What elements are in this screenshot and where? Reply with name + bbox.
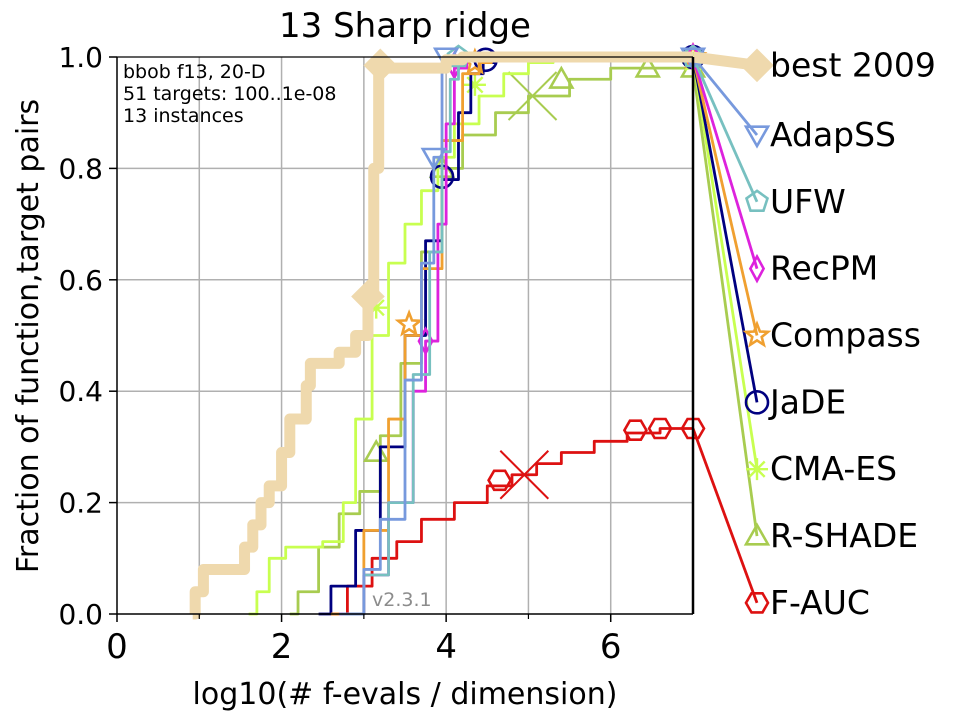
axis-ticks: 0 2 4 6 0.0 0.2 0.4 0.6 0.8 1.0 <box>58 41 621 667</box>
data-marker <box>363 48 398 83</box>
y-tick-label: 0.0 <box>58 598 103 631</box>
legend-connector <box>691 56 759 336</box>
legend-label: JaDE <box>768 382 846 421</box>
data-marker <box>362 438 390 463</box>
median-cross-marker <box>507 71 558 121</box>
legend-connector <box>691 67 759 537</box>
data-marker <box>394 309 424 337</box>
x-tick-label: 2 <box>271 627 293 667</box>
legend-connector <box>691 56 759 270</box>
legend-marker <box>740 48 774 83</box>
series-recpm <box>339 42 759 616</box>
y-tick-label: 0.4 <box>58 375 103 408</box>
x-tick-label: 4 <box>435 627 457 667</box>
legend-marker <box>743 125 771 149</box>
series-f-auc <box>330 417 759 616</box>
legend-label: Compass <box>770 316 921 355</box>
legend-label: RecPM <box>770 249 878 288</box>
legend-marker <box>746 458 768 481</box>
legend-marker <box>744 390 770 415</box>
legend-label: UFW <box>770 182 846 221</box>
data-marker <box>365 296 388 319</box>
median-cross-marker <box>499 450 550 500</box>
annotation-targets: 51 targets: 100..1e-08 <box>123 83 336 105</box>
series-line <box>339 55 693 616</box>
legend-marker <box>744 189 770 212</box>
data-marker <box>622 419 648 442</box>
data-marker <box>463 73 486 96</box>
version-label: v2.3.1 <box>372 589 432 611</box>
legend-label: AdapSS <box>770 115 896 154</box>
annotation-function: bbob f13, 20-D <box>123 61 265 83</box>
data-marker <box>487 469 513 492</box>
legend-label: R-SHADE <box>770 516 918 555</box>
annotation-instances: 13 instances <box>123 105 244 127</box>
legend-label: F-AUC <box>770 583 870 622</box>
y-axis-label: Fraction of function,target pairs <box>11 99 46 573</box>
legend: F-AUC R-SHADE CMA-ES JaDE Compass RecPM UFW Ada… <box>740 45 936 622</box>
y-tick-label: 1.0 <box>58 41 103 74</box>
x-axis-label: log10(# f-evals / dimension) <box>193 677 618 712</box>
legend-connector <box>691 56 759 203</box>
series-line <box>343 55 693 616</box>
legend-connector <box>691 56 759 136</box>
y-tick-label: 0.2 <box>58 487 103 520</box>
data-marker <box>634 54 661 78</box>
series-ufw <box>343 44 759 616</box>
data-marker <box>647 417 673 440</box>
legend-label: best 2009 <box>770 45 936 84</box>
x-tick-label: 0 <box>106 627 128 667</box>
data-marker <box>420 147 448 171</box>
legend-marker <box>744 591 770 614</box>
data-marker <box>351 279 385 314</box>
legend-connector <box>691 56 759 403</box>
series-line <box>248 55 693 616</box>
data-marker <box>548 65 575 89</box>
series-line <box>339 55 693 616</box>
legend-label: CMA-ES <box>770 449 897 488</box>
legend-marker <box>742 320 772 348</box>
series-line <box>330 427 693 616</box>
y-tick-label: 0.8 <box>58 152 103 185</box>
series-jade <box>318 44 759 616</box>
series-line <box>189 51 693 620</box>
series-cma-es <box>248 51 759 616</box>
series-curves <box>189 41 759 620</box>
legend-connector <box>691 428 759 604</box>
y-tick-label: 0.6 <box>58 264 103 297</box>
legend-marker <box>743 522 771 546</box>
x-tick-label: 6 <box>600 627 622 667</box>
chart-title: 13 Sharp ridge <box>279 6 531 46</box>
legend-marker <box>748 253 766 284</box>
data-marker <box>680 417 706 440</box>
plot-frame <box>116 56 695 615</box>
